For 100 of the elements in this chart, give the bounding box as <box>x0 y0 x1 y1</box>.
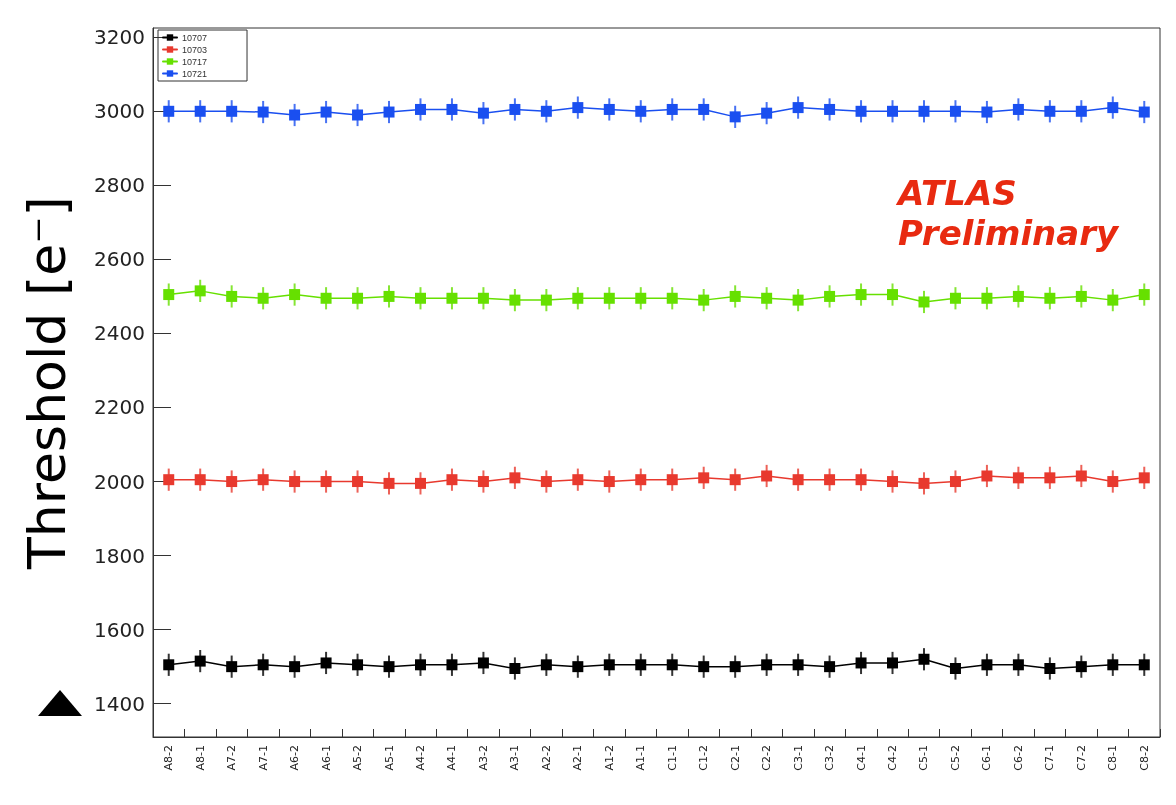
x-tick-label: C5-1 <box>917 745 931 771</box>
point <box>509 103 521 115</box>
point <box>383 477 395 489</box>
point <box>1107 294 1119 306</box>
point <box>918 105 930 117</box>
x-tick-label: A2-1 <box>571 745 585 771</box>
point <box>1075 470 1087 482</box>
point <box>666 103 678 115</box>
point <box>446 103 458 115</box>
x-tick-label: A7-2 <box>225 745 239 771</box>
point <box>1044 292 1056 304</box>
x-tick-label: A5-2 <box>351 745 365 771</box>
x-tick-label: A1-2 <box>602 745 616 771</box>
point <box>949 663 961 675</box>
point <box>824 661 836 673</box>
x-tick-label: A6-2 <box>288 745 302 771</box>
point <box>635 659 647 671</box>
point <box>792 659 804 671</box>
x-tick-label: C5-2 <box>948 745 962 771</box>
point <box>540 476 552 488</box>
y-tick-label: 3200 <box>94 25 145 50</box>
point <box>1138 289 1150 301</box>
point <box>603 292 615 304</box>
x-tick-label: A3-1 <box>508 745 522 771</box>
point <box>1075 661 1087 673</box>
x-tick-label: C7-2 <box>1074 745 1088 771</box>
x-tick-label: A4-1 <box>445 745 459 771</box>
point <box>320 106 332 118</box>
x-tick-label: A1-1 <box>634 745 648 771</box>
x-tick-label: A8-1 <box>193 745 207 771</box>
y-tick-label: 1800 <box>94 543 145 568</box>
point <box>887 105 899 117</box>
point <box>352 476 364 488</box>
x-tick-label: C3-1 <box>791 745 805 771</box>
point <box>666 659 678 671</box>
legend-label: 10721 <box>182 68 208 79</box>
point <box>383 290 395 302</box>
x-tick-label: C8-1 <box>1106 745 1120 771</box>
point <box>949 105 961 117</box>
x-tick-label: A3-2 <box>476 745 490 771</box>
point <box>855 474 867 486</box>
point <box>477 657 489 669</box>
point <box>163 474 175 486</box>
point <box>698 103 710 115</box>
point <box>918 653 930 665</box>
point <box>981 659 993 671</box>
point <box>603 659 615 671</box>
point <box>446 659 458 671</box>
point <box>635 292 647 304</box>
point <box>509 663 521 675</box>
point <box>761 659 773 671</box>
x-tick-label: A6-1 <box>319 745 333 771</box>
point <box>509 472 521 484</box>
point <box>414 477 426 489</box>
point <box>1044 472 1056 484</box>
point <box>194 285 206 297</box>
y-tick-label: 2400 <box>94 321 145 346</box>
point <box>729 661 741 673</box>
point <box>540 294 552 306</box>
point <box>163 105 175 117</box>
point <box>414 659 426 671</box>
point <box>1012 103 1024 115</box>
point <box>289 661 301 673</box>
point <box>257 106 269 118</box>
point <box>383 106 395 118</box>
point <box>540 659 552 671</box>
point <box>477 476 489 488</box>
x-tick-label: C4-1 <box>854 745 868 771</box>
point <box>698 472 710 484</box>
point <box>792 102 804 114</box>
x-tick-label: C7-1 <box>1043 745 1057 771</box>
point <box>289 109 301 121</box>
point <box>352 109 364 121</box>
point <box>320 476 332 488</box>
point <box>572 661 584 673</box>
point <box>1044 105 1056 117</box>
x-tick-label: A8-2 <box>162 745 176 771</box>
y-tick-label: 2200 <box>94 395 145 420</box>
point <box>729 111 741 123</box>
point <box>949 292 961 304</box>
point <box>572 102 584 114</box>
point <box>257 659 269 671</box>
point <box>635 105 647 117</box>
point <box>1107 476 1119 488</box>
point <box>1138 659 1150 671</box>
point <box>761 107 773 119</box>
y-tick-label: 2000 <box>94 469 145 494</box>
x-tick-label: A2-2 <box>539 745 553 771</box>
point <box>887 289 899 301</box>
point <box>540 105 552 117</box>
point <box>320 292 332 304</box>
point <box>1075 290 1087 302</box>
point <box>289 289 301 301</box>
x-tick-label: C4-2 <box>886 745 900 771</box>
x-tick-label: C1-1 <box>665 745 679 771</box>
point <box>918 477 930 489</box>
point <box>698 661 710 673</box>
point <box>446 474 458 486</box>
y-tick-label: 2800 <box>94 173 145 198</box>
x-tick-label: C1-2 <box>697 745 711 771</box>
